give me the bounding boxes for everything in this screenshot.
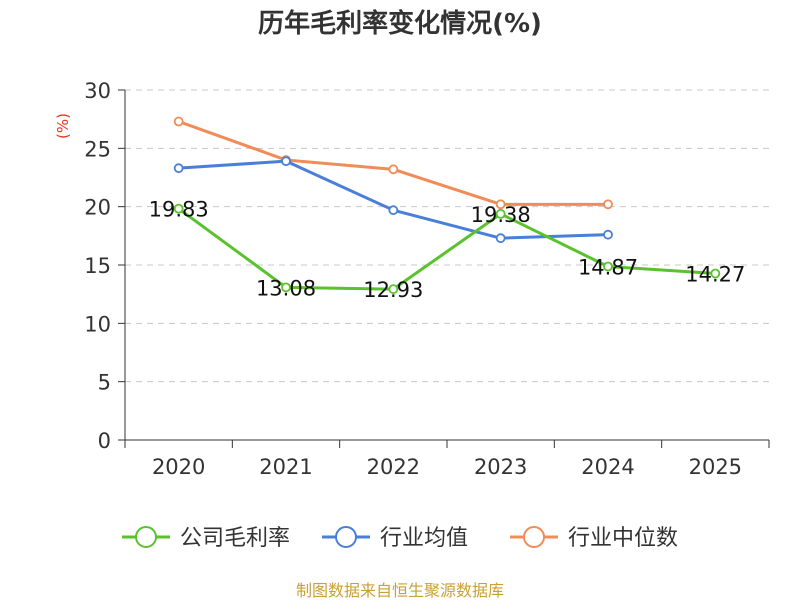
data-point (281, 282, 291, 293)
y-axis-ticks: 0 5 10 15 20 25 30 (84, 79, 125, 453)
data-point (388, 164, 399, 175)
y-tick-label: 10 (84, 312, 111, 336)
data-labels: 19.83 13.08 12.93 19.38 14.87 14.27 (149, 198, 746, 303)
y-tick-label: 30 (84, 79, 111, 103)
legend-label: 行业均值 (380, 526, 468, 551)
legend-label: 行业中位数 (568, 526, 678, 551)
y-tick-label: 5 (98, 371, 111, 395)
data-label: 14.27 (685, 263, 745, 287)
data-label: 19.38 (471, 203, 531, 227)
data-point (495, 208, 506, 219)
data-label: 12.93 (363, 278, 423, 302)
legend-label: 公司毛利率 (180, 526, 290, 551)
x-tick-label: 2020 (152, 455, 205, 479)
y-axis-unit-label: (%) (54, 113, 72, 139)
data-label: 14.87 (578, 256, 638, 280)
data-label: 19.83 (149, 198, 209, 222)
legend: 公司毛利率 行业均值 行业中位数 (122, 526, 678, 551)
data-point (495, 233, 506, 244)
x-tick-label: 2025 (689, 455, 742, 479)
series-line (177, 207, 716, 291)
x-tick-label: 2024 (581, 455, 634, 479)
x-tick-label: 2022 (367, 455, 420, 479)
legend-marker (135, 526, 157, 548)
x-tick-label: 2023 (474, 455, 527, 479)
data-label: 13.08 (256, 276, 316, 300)
data-point (173, 163, 184, 174)
data-point (173, 203, 184, 214)
y-tick-label: 15 (84, 254, 111, 278)
x-axis-ticks: 2020 2021 2022 2023 2024 2025 (124, 440, 770, 479)
data-point (173, 116, 184, 127)
data-point (388, 205, 399, 216)
legend-marker (335, 526, 357, 548)
data-point (603, 229, 613, 240)
source-note: 制图数据来自恒生聚源数据库 (296, 581, 504, 600)
y-tick-label: 0 (98, 429, 111, 453)
y-tick-label: 25 (84, 137, 111, 161)
data-point (388, 284, 399, 295)
data-point (281, 156, 291, 167)
y-tick-label: 20 (84, 196, 111, 220)
legend-marker (523, 526, 545, 548)
data-point (710, 268, 721, 279)
data-point (603, 261, 613, 272)
data-point (495, 199, 506, 210)
grid-lines (125, 89, 769, 383)
series-group (173, 116, 721, 295)
data-point (603, 199, 613, 210)
chart-title: 历年毛利率变化情况(%) (258, 8, 542, 39)
x-tick-label: 2021 (259, 455, 312, 479)
